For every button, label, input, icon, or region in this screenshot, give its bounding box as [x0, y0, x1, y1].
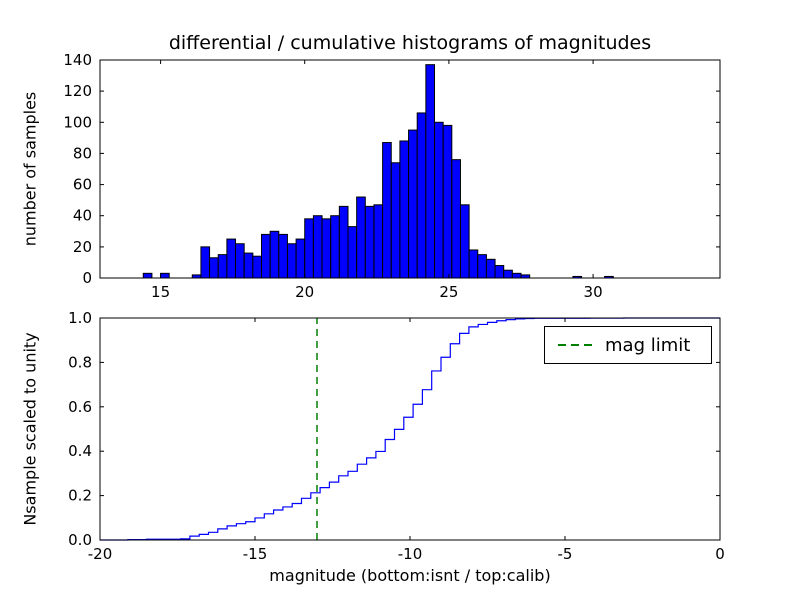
- hist-bar: [304, 218, 314, 279]
- hist-bar: [373, 204, 384, 279]
- y-tick-label: 0: [82, 269, 92, 287]
- y-tick-label: 0.8: [68, 353, 92, 371]
- x-tick-label: 20: [295, 283, 314, 301]
- hist-bar: [286, 243, 297, 279]
- y-tick-label: 0.2: [68, 487, 92, 505]
- y-tick-label: 40: [73, 207, 92, 225]
- hist-bar: [511, 272, 522, 279]
- x-tick-label: 15: [151, 283, 170, 301]
- y-tick-label: 20: [73, 238, 92, 256]
- legend-label: mag limit: [605, 334, 691, 356]
- top-y-axis-label: number of samples: [20, 91, 40, 247]
- hist-bar: [416, 112, 427, 279]
- hist-bar: [200, 246, 211, 279]
- hist-bar: [338, 205, 349, 279]
- hist-bar: [442, 124, 453, 279]
- hist-bar: [330, 215, 340, 279]
- y-tick-label: 60: [73, 176, 92, 194]
- hist-bar: [382, 142, 392, 279]
- hist-bar: [425, 64, 436, 279]
- x-tick-label: 25: [439, 283, 458, 301]
- hist-bar: [252, 255, 262, 279]
- hist-bar: [278, 233, 288, 279]
- hist-bar: [364, 205, 375, 279]
- y-tick-label: 0.4: [68, 442, 92, 460]
- y-tick-label: 140: [63, 51, 92, 69]
- legend-dashed-line-icon: [558, 344, 592, 346]
- hist-bar: [226, 238, 237, 279]
- hist-bar: [269, 230, 280, 279]
- hist-bar: [217, 254, 228, 279]
- y-tick-label: 0.0: [68, 531, 92, 549]
- bottom-y-axis-label: Nsample scaled to unity: [20, 332, 40, 526]
- x-tick-label: 30: [584, 283, 603, 301]
- hist-bar: [160, 272, 170, 279]
- hist-bar: [295, 238, 306, 279]
- y-tick-label: 120: [63, 82, 92, 100]
- cumulative-curve: [100, 317, 720, 541]
- hist-bar: [390, 162, 401, 279]
- hist-bar: [459, 204, 470, 279]
- hist-bar: [408, 129, 418, 279]
- hist-bar: [477, 254, 487, 279]
- y-tick-label: 100: [63, 113, 92, 131]
- axes-frame: [99, 59, 721, 279]
- hist-bar: [485, 258, 496, 279]
- hist-bar: [434, 121, 444, 279]
- x-tick-label: -5: [558, 545, 573, 563]
- hist-bar: [321, 218, 332, 279]
- y-tick-label: 0.6: [68, 398, 92, 416]
- hist-bar: [451, 159, 461, 279]
- hist-bar: [260, 233, 271, 279]
- x-tick-label: -20: [88, 545, 113, 563]
- y-tick-label: 1.0: [68, 309, 92, 327]
- hist-bar: [312, 215, 323, 279]
- x-tick-label: -15: [243, 545, 268, 563]
- hist-bar: [356, 196, 366, 279]
- y-tick-label: 80: [73, 144, 92, 162]
- hist-bar: [399, 140, 410, 279]
- hist-bar: [494, 265, 505, 279]
- legend-box: mag limit: [544, 326, 712, 364]
- hist-bar: [503, 269, 513, 279]
- x-tick-label: -10: [398, 545, 423, 563]
- x-tick-label: 0: [715, 545, 725, 563]
- hist-bar: [142, 272, 153, 279]
- hist-bar: [468, 249, 479, 279]
- hist-bar: [209, 257, 219, 279]
- hist-bar: [235, 243, 245, 279]
- chart-title: differential / cumulative histograms of …: [168, 32, 652, 54]
- hist-bar: [347, 226, 358, 279]
- x-axis-label: magnitude (bottom:isnt / top:calib): [269, 566, 551, 585]
- hist-bar: [243, 252, 254, 279]
